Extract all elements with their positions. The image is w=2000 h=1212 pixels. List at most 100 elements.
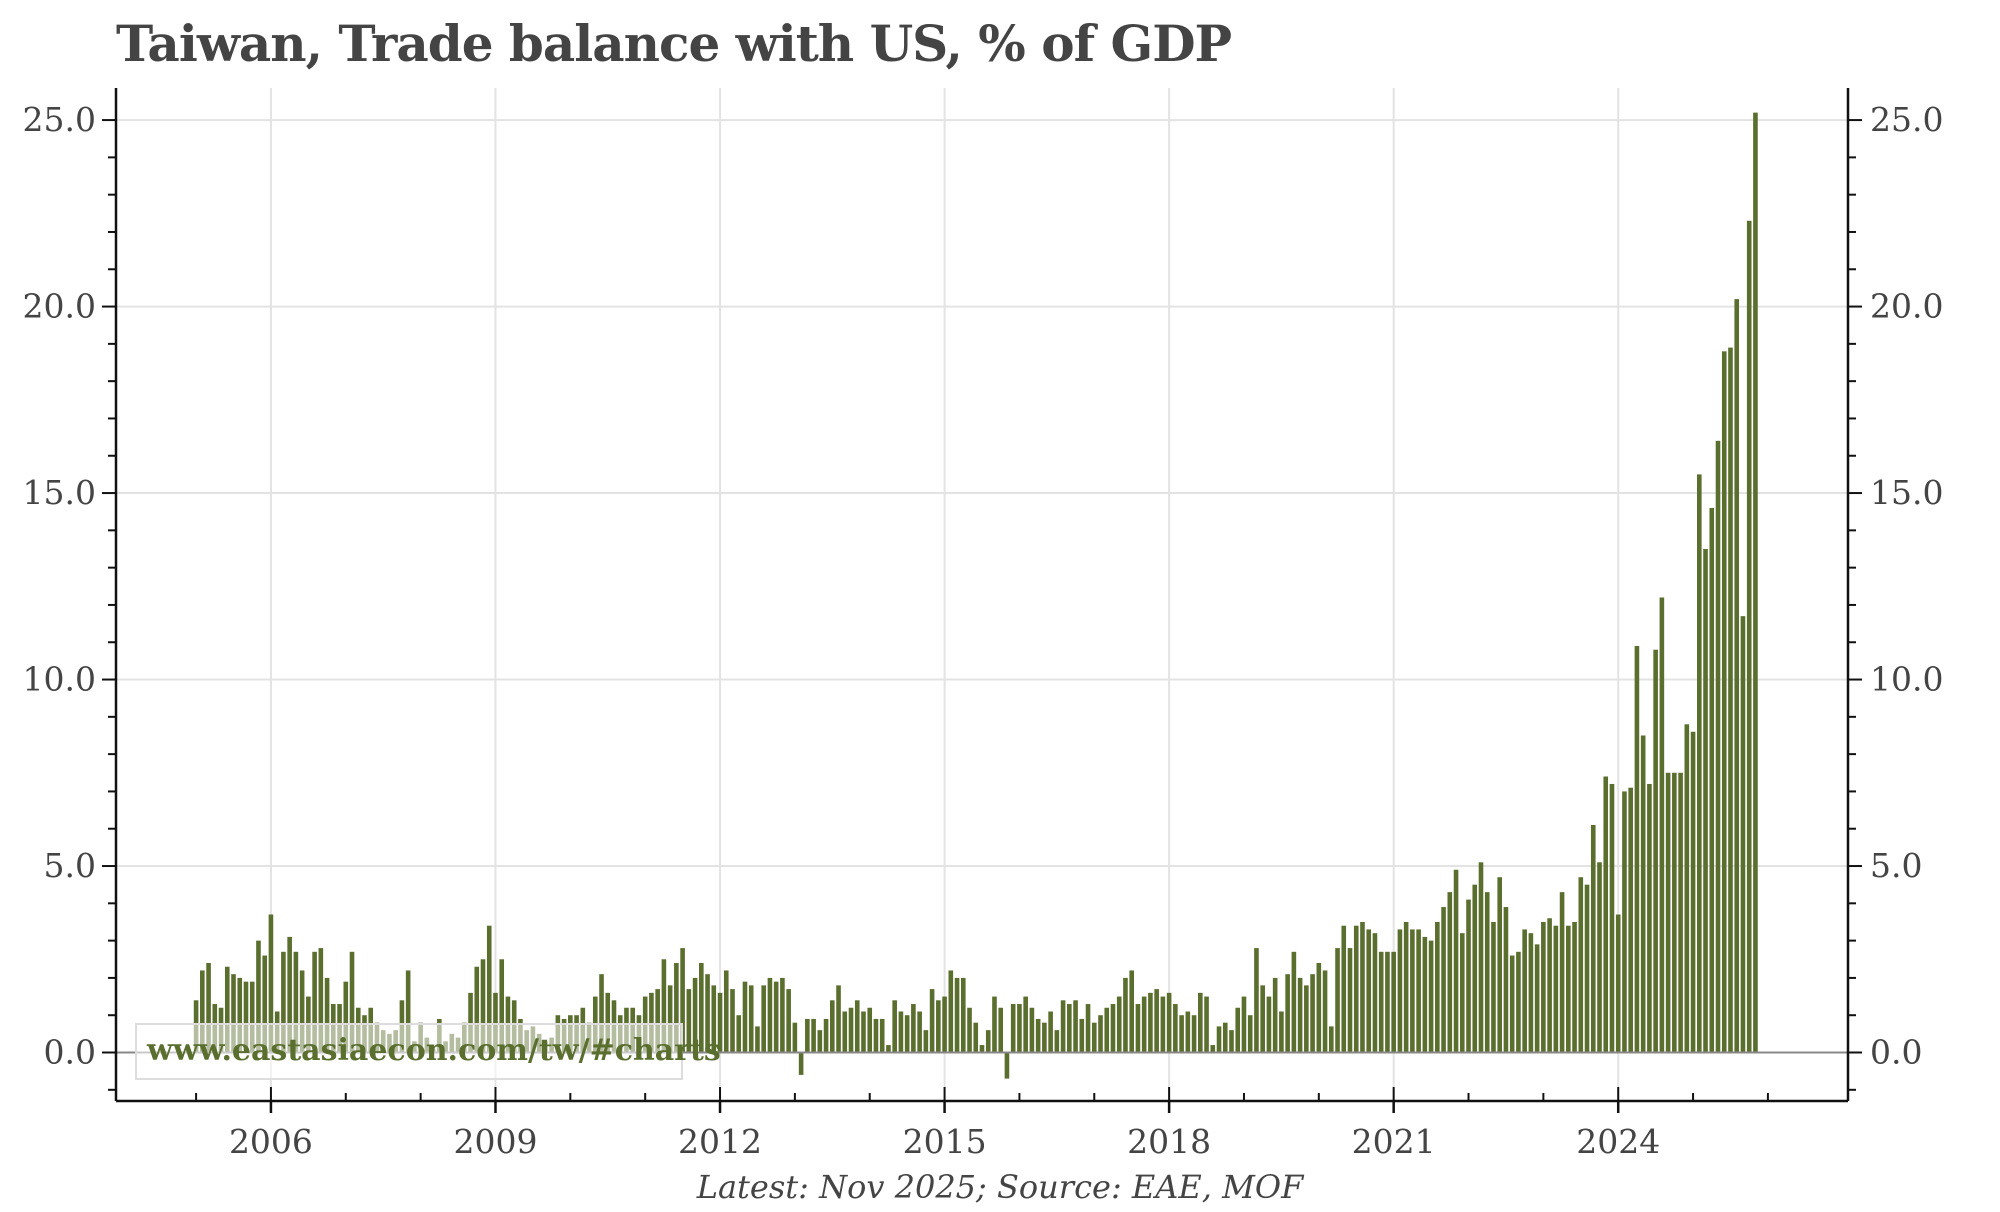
bar	[1085, 1004, 1091, 1053]
bar	[911, 1004, 916, 1053]
bar	[1160, 996, 1166, 1053]
bar	[349, 951, 355, 1053]
bar	[1378, 951, 1384, 1053]
bar	[661, 959, 667, 1053]
bar	[867, 1007, 873, 1053]
bar	[842, 1011, 848, 1053]
bar	[499, 959, 505, 1053]
bar	[1073, 1000, 1078, 1053]
bar	[686, 989, 692, 1053]
bar	[1035, 1018, 1041, 1053]
bar	[649, 992, 654, 1053]
bar	[1715, 440, 1721, 1053]
bar	[830, 1000, 835, 1053]
y-tick-label-right: 15.0	[1870, 473, 1943, 512]
bar	[1241, 996, 1247, 1053]
bar	[1173, 1004, 1178, 1053]
bar	[1497, 877, 1503, 1053]
bar	[1559, 892, 1565, 1053]
bar	[992, 996, 997, 1053]
bar	[312, 951, 317, 1053]
bar	[599, 974, 604, 1053]
bar	[268, 914, 274, 1053]
bar	[206, 962, 211, 1053]
bar	[1322, 970, 1328, 1053]
bar	[680, 948, 685, 1053]
bar	[1590, 824, 1596, 1053]
bar	[1198, 992, 1203, 1053]
bar	[1640, 735, 1646, 1053]
bar	[231, 974, 236, 1053]
bar	[480, 959, 486, 1053]
bar	[224, 966, 230, 1053]
bar	[1304, 985, 1309, 1053]
x-tick-label: 2024	[1576, 1122, 1660, 1161]
bar	[1216, 1026, 1222, 1053]
bar	[936, 1000, 941, 1053]
bar	[1185, 1011, 1191, 1053]
bar	[954, 977, 960, 1053]
bar	[717, 992, 723, 1053]
bar	[1572, 921, 1577, 1053]
bar	[1478, 862, 1484, 1053]
bar	[898, 1011, 904, 1053]
bar	[1734, 299, 1740, 1053]
bar	[879, 1018, 885, 1053]
bar	[1516, 951, 1521, 1053]
bar	[1154, 989, 1159, 1053]
bar	[923, 1030, 929, 1053]
bar	[1029, 1007, 1035, 1053]
bar	[1503, 907, 1509, 1053]
bar	[730, 989, 735, 1053]
source-footer: Latest: Nov 2025; Source: EAE, MOF	[696, 1168, 1304, 1206]
bar	[1091, 1022, 1097, 1053]
bar	[854, 1000, 860, 1053]
bar	[967, 1007, 972, 1053]
bar	[1247, 1015, 1253, 1053]
y-tick-label: 20.0	[23, 287, 96, 326]
bar	[1235, 1007, 1241, 1053]
bar	[281, 951, 286, 1053]
bar	[1353, 925, 1359, 1053]
bar	[748, 985, 754, 1053]
bar	[1422, 936, 1428, 1053]
bar	[985, 1030, 991, 1053]
bar	[1328, 1026, 1334, 1053]
bar	[1578, 877, 1584, 1053]
watermark-box: www.eastasiaecon.com/tw/#charts	[135, 1023, 721, 1080]
bar	[667, 985, 673, 1053]
bar	[1628, 787, 1633, 1053]
bar	[786, 989, 791, 1053]
bar	[237, 977, 243, 1053]
bar	[979, 1045, 985, 1053]
bar	[1566, 925, 1571, 1053]
x-tick-label: 2018	[1127, 1122, 1211, 1161]
bar	[1204, 996, 1209, 1053]
bar	[1391, 951, 1396, 1053]
x-tick-label: 2021	[1352, 1122, 1436, 1161]
bar	[873, 1018, 879, 1053]
bar	[474, 966, 480, 1053]
bar	[318, 948, 324, 1053]
bar	[605, 992, 611, 1053]
bar	[256, 940, 261, 1053]
bar	[767, 977, 773, 1053]
bar	[1509, 955, 1515, 1053]
y-tick-label-right: 20.0	[1870, 287, 1943, 326]
bar	[780, 977, 785, 1053]
bar	[405, 970, 411, 1053]
bar	[823, 1018, 829, 1053]
bar	[1017, 1004, 1022, 1053]
bar	[692, 977, 698, 1053]
bar	[1721, 351, 1727, 1053]
bar	[324, 977, 330, 1053]
bar	[836, 985, 841, 1053]
bar	[1541, 921, 1546, 1053]
bar	[1746, 220, 1752, 1053]
bar	[493, 992, 498, 1053]
bar	[1372, 933, 1378, 1053]
bar	[1023, 996, 1028, 1053]
bar	[343, 981, 349, 1053]
bar	[1459, 933, 1465, 1053]
